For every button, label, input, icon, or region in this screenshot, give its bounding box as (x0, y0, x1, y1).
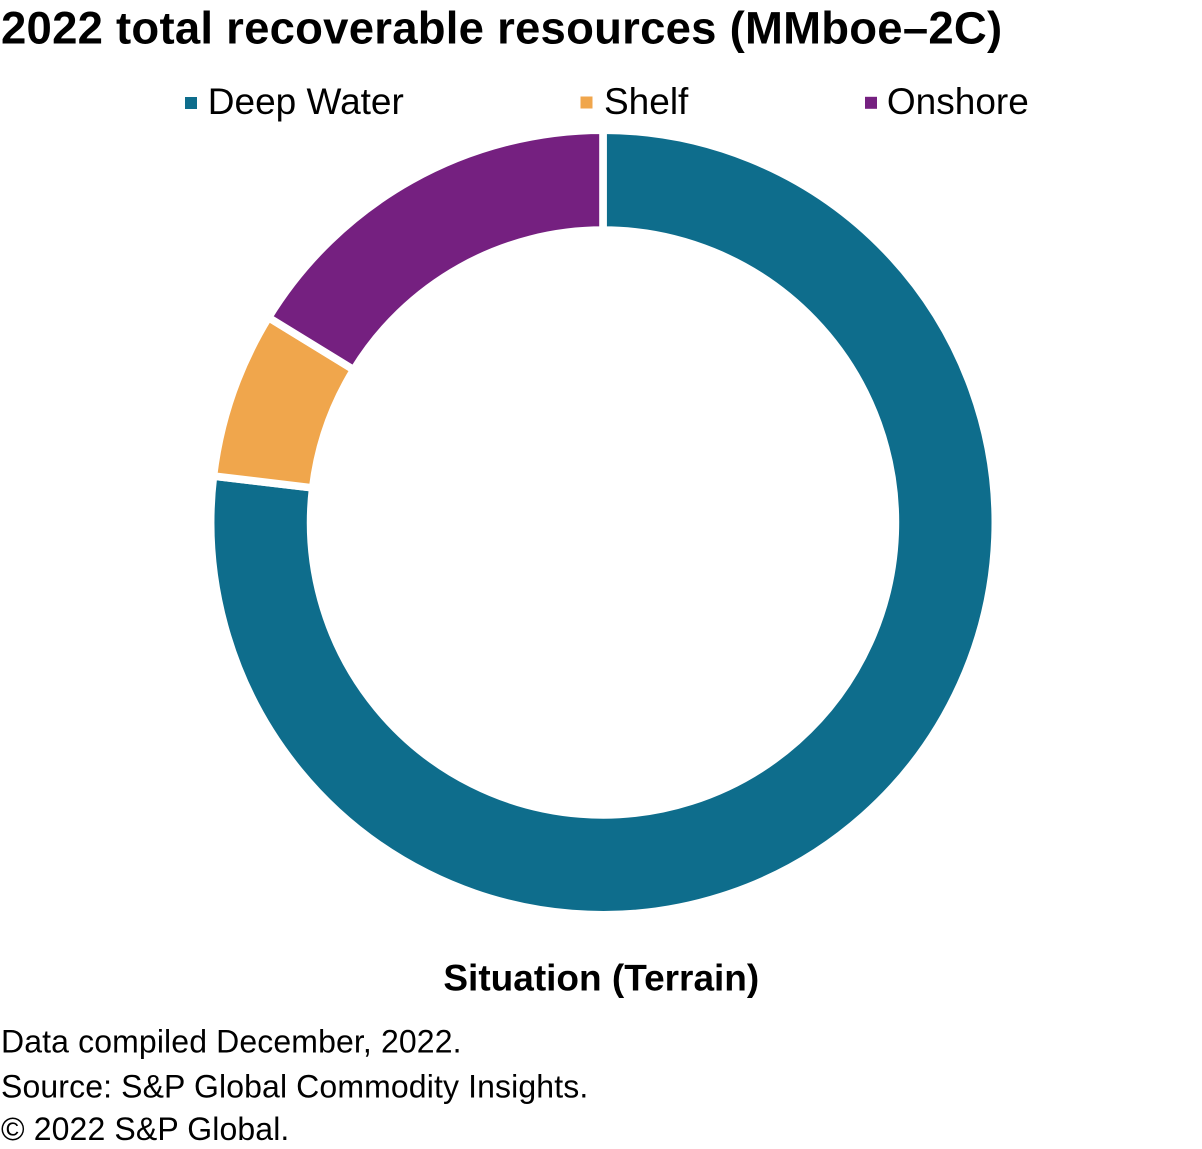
svg-text:Shelf: Shelf (604, 81, 689, 122)
svg-text:2022 total recoverable resourc: 2022 total recoverable resources (MMboe–… (1, 3, 1002, 54)
svg-text:Situation (Terrain): Situation (Terrain) (443, 958, 759, 999)
svg-text:© 2022 S&P Global.: © 2022 S&P Global. (1, 1111, 289, 1147)
svg-text:Data compiled December, 2022.: Data compiled December, 2022. (1, 1024, 462, 1060)
svg-text:Onshore: Onshore (887, 81, 1029, 122)
svg-text:Deep Water: Deep Water (208, 81, 404, 122)
svg-text:Source: S&P Global Commodity I: Source: S&P Global Commodity Insights. (1, 1068, 588, 1104)
